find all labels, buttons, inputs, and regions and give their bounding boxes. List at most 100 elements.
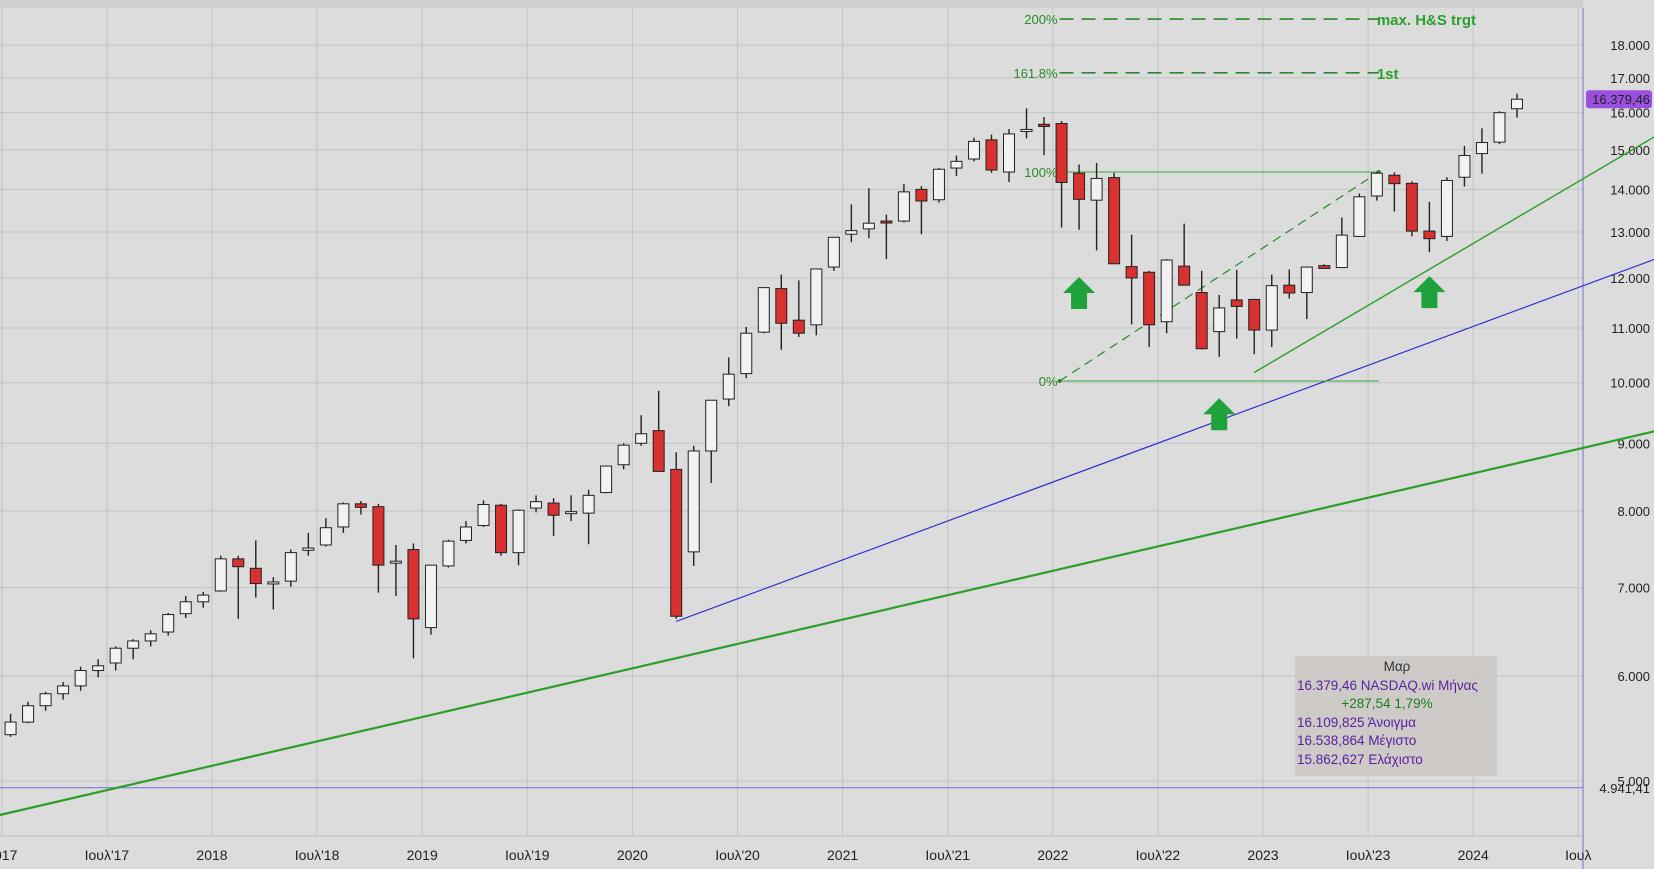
- x-tick-label: 2024: [1458, 847, 1489, 863]
- candle: [1143, 270, 1156, 348]
- candle: [1020, 108, 1033, 139]
- candle-up: [950, 160, 963, 169]
- candle: [967, 137, 980, 162]
- candle: [985, 134, 998, 173]
- x-tick-label: 2020: [617, 847, 648, 863]
- candle: [565, 495, 578, 522]
- candle: [1423, 201, 1436, 253]
- candle: [897, 184, 910, 223]
- candle-up: [932, 168, 945, 201]
- candle: [92, 659, 105, 678]
- y-tick-label: 18.000: [1610, 38, 1650, 53]
- candle-down: [1423, 230, 1436, 240]
- candle-up: [1335, 234, 1348, 269]
- candle: [670, 452, 683, 619]
- candle-down: [1073, 172, 1086, 200]
- candle: [1475, 128, 1488, 174]
- candle-up: [267, 581, 280, 585]
- candle-down: [792, 319, 805, 334]
- y-tick-label: 6.000: [1617, 669, 1650, 684]
- candle-up: [127, 640, 140, 649]
- candle: [459, 521, 472, 544]
- candle: [652, 390, 665, 472]
- candle-down: [1195, 292, 1208, 350]
- candle-down: [1388, 174, 1401, 185]
- candle: [284, 549, 297, 587]
- candle-up: [1300, 266, 1313, 294]
- candle-down: [1125, 266, 1138, 279]
- candle: [495, 503, 508, 556]
- candle-down: [249, 567, 262, 585]
- candle: [1318, 264, 1331, 269]
- x-tick-label: Ιουλ'17: [85, 847, 130, 863]
- candle: [1230, 269, 1243, 339]
- up-arrow-icon: [1203, 398, 1236, 431]
- candle: [547, 498, 560, 536]
- candle: [862, 188, 875, 239]
- candle: [1458, 145, 1471, 187]
- candle: [1370, 171, 1383, 201]
- candle: [319, 518, 332, 547]
- candle: [232, 555, 245, 619]
- candle: [687, 445, 700, 566]
- candle: [249, 540, 262, 598]
- candle: [600, 465, 613, 494]
- candle: [407, 543, 420, 659]
- candle-up: [1265, 285, 1278, 331]
- candle: [722, 357, 735, 407]
- y-tick-label: 17.000: [1610, 71, 1650, 86]
- candle-up: [1353, 196, 1366, 237]
- candle: [792, 280, 805, 337]
- candle: [179, 595, 192, 619]
- fib-level-label: 0%: [1039, 374, 1058, 389]
- candle: [1160, 259, 1173, 334]
- candle-up: [4, 721, 17, 736]
- x-tick-label: 2021: [827, 847, 858, 863]
- candle: [372, 503, 385, 593]
- candle: [1125, 234, 1138, 325]
- candle-down: [372, 506, 385, 566]
- candle-up: [827, 236, 840, 268]
- x-tick-label: Ιουλ'22: [1136, 847, 1181, 863]
- candle: [109, 646, 122, 671]
- candle-up: [74, 670, 87, 687]
- candle: [845, 204, 858, 243]
- candle-up: [162, 614, 175, 633]
- candle: [22, 701, 35, 724]
- candle-up: [477, 504, 490, 526]
- candle: [162, 612, 175, 636]
- candle: [705, 399, 718, 483]
- y-tick-label: 14.000: [1610, 182, 1650, 197]
- candle-up: [337, 503, 350, 528]
- x-tick-label: 2022: [1037, 847, 1068, 863]
- candle-up: [810, 268, 823, 326]
- candle-up: [284, 552, 297, 582]
- fib-target-label: max. H&S trgt: [1377, 12, 1476, 29]
- candle-up: [389, 560, 402, 564]
- up-arrow-icon: [1413, 276, 1446, 309]
- x-tick-label: Ιουλ'18: [295, 847, 340, 863]
- candle-down: [1178, 265, 1191, 286]
- candle: [337, 502, 350, 533]
- tooltip-close: 16.379,46 NASDAQ.wi Μήνας: [1297, 677, 1478, 693]
- candle: [932, 168, 945, 203]
- candle-up: [1003, 133, 1016, 173]
- y-tick-label: 5.000: [1617, 774, 1650, 789]
- candle-up: [39, 693, 52, 707]
- candle: [267, 577, 280, 610]
- x-tick-label: Ιουλ'19: [505, 847, 550, 863]
- candle: [74, 666, 87, 691]
- candle-up: [705, 399, 718, 452]
- candle-up: [530, 501, 543, 509]
- x-tick-label: Ιουλ: [1565, 847, 1591, 863]
- candle: [39, 691, 52, 711]
- candle-up: [92, 665, 105, 672]
- candle-up: [459, 526, 472, 541]
- y-tick-label: 7.000: [1617, 581, 1650, 596]
- fib-target-label: 1st: [1377, 66, 1399, 83]
- candle-up: [1020, 128, 1033, 132]
- candle: [1003, 129, 1016, 183]
- tooltip-high: 16.538,864 Μέγιστο: [1297, 733, 1417, 748]
